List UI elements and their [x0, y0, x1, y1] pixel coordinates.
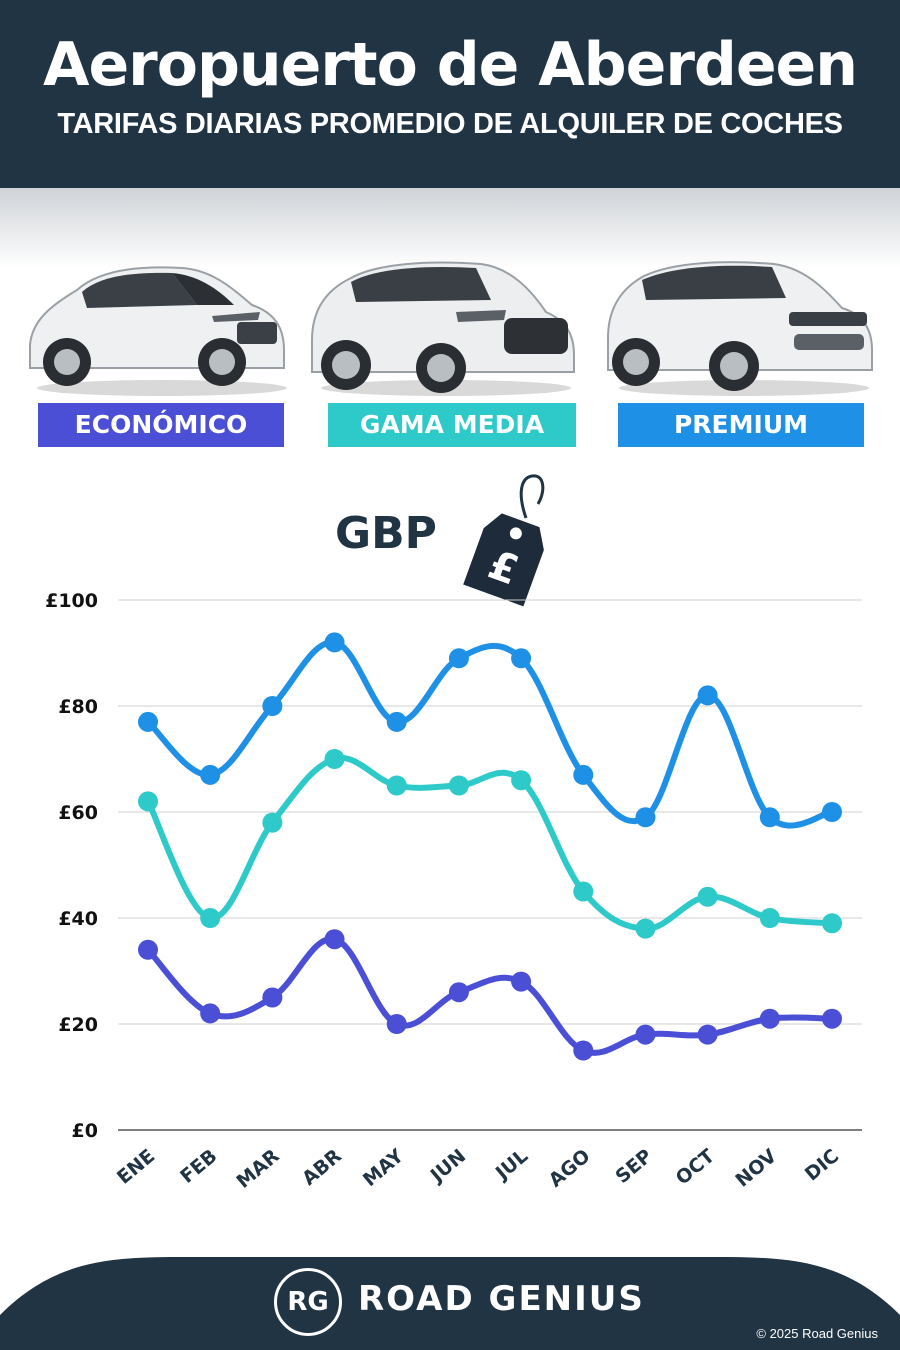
data-point-economico [386, 1014, 407, 1034]
data-point-premium [822, 802, 842, 822]
y-tick-label: £0 [72, 1120, 98, 1142]
category-label-economico: ECONÓMICO [38, 403, 284, 447]
data-point-gama-media [573, 881, 594, 902]
series-line-gama-media [145, 755, 835, 932]
x-tick-label: MAR [232, 1145, 283, 1193]
data-point-gama-media [511, 770, 532, 791]
data-point-premium [200, 764, 221, 785]
header-banner: Aeropuerto de Aberdeen TARIFAS DIARIAS P… [0, 0, 900, 188]
footer-banner [0, 1256, 900, 1350]
data-point-premium [386, 711, 407, 732]
page-subtitle: TARIFAS DIARIAS PROMEDIO DE ALQUILER DE … [57, 108, 843, 140]
data-point-premium [448, 648, 469, 669]
x-tick-label: OCT [672, 1145, 719, 1190]
data-point-economico [324, 929, 345, 950]
y-tick-label: £100 [45, 590, 98, 612]
x-tick-label: SEP [611, 1145, 656, 1188]
data-point-premium [697, 685, 718, 706]
x-tick-label: JUN [425, 1145, 470, 1188]
series-line-premium [145, 639, 835, 829]
series-line-economico [145, 936, 835, 1056]
data-point-premium [138, 711, 158, 732]
line-chart: £0 £20 £40 £60 £80 £100 ENE FEB MAR ABR MAY JUN JUL A… [45, 590, 862, 1193]
data-point-economico [511, 971, 532, 992]
data-point-gama-media [200, 908, 221, 928]
page-title: Aeropuerto de Aberdeen [43, 30, 858, 100]
data-point-economico [822, 1008, 842, 1029]
data-point-economico [138, 939, 158, 960]
data-point-premium [573, 764, 594, 785]
x-tick-label: ABR [298, 1145, 346, 1190]
copyright-text: © 2025 Road Genius [756, 1326, 878, 1341]
data-point-premium [635, 807, 656, 828]
data-point-economico [759, 1008, 780, 1029]
x-tick-label: DIC [801, 1145, 843, 1186]
data-point-premium [511, 648, 532, 669]
x-tick-label: FEB [176, 1145, 221, 1188]
data-point-gama-media [697, 886, 718, 907]
data-point-gama-media [262, 812, 283, 833]
brand-logo: RG [274, 1268, 342, 1336]
data-point-economico [200, 1003, 221, 1024]
y-tick-label: £60 [58, 802, 98, 824]
brand-name: ROAD GENIUS [358, 1279, 645, 1319]
hatchback-car-icon [29, 266, 287, 396]
data-point-premium [324, 632, 345, 653]
data-point-gama-media [635, 918, 656, 939]
data-point-gama-media [448, 775, 469, 796]
price-tag-icon: £ [463, 474, 545, 607]
x-tick-label: MAY [359, 1145, 408, 1191]
data-point-gama-media [386, 775, 407, 796]
x-tick-label: JUL [490, 1145, 532, 1185]
currency-label: GBP [335, 508, 437, 559]
luxury-suv-car-icon [607, 261, 873, 396]
category-label-gama-media: GAMA MEDIA [328, 403, 576, 447]
suv-car-icon [311, 261, 575, 396]
x-tick-label: NOV [731, 1145, 781, 1192]
x-tick-label: AGO [545, 1145, 595, 1192]
data-point-gama-media [324, 749, 345, 769]
data-point-economico [697, 1024, 718, 1045]
y-tick-label: £40 [58, 908, 98, 930]
data-point-economico [573, 1040, 594, 1061]
data-point-economico [635, 1024, 656, 1045]
data-point-gama-media [822, 913, 842, 934]
data-point-gama-media [759, 908, 780, 928]
y-tick-label: £20 [58, 1014, 98, 1036]
x-tick-label: ENE [113, 1145, 159, 1189]
data-point-economico [262, 987, 283, 1008]
y-tick-label: £80 [58, 696, 98, 718]
header-fade [0, 188, 900, 268]
data-point-premium [262, 696, 283, 716]
category-label-premium: PREMIUM [618, 403, 864, 447]
data-point-premium [759, 807, 780, 828]
data-point-gama-media [138, 791, 158, 812]
data-point-economico [448, 982, 469, 1003]
